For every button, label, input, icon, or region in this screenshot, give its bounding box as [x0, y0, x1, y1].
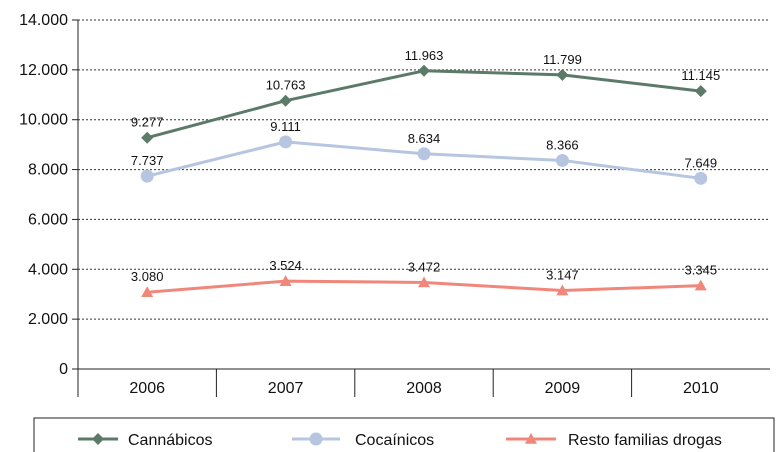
data-point: [555, 153, 569, 167]
data-point: [279, 275, 292, 286]
data-label: 8.634: [408, 131, 441, 146]
data-label: 3.524: [269, 258, 302, 273]
y-tick-label: 10.000: [19, 112, 68, 129]
data-label: 3.080: [131, 269, 164, 284]
legend-label: Cannábicos: [128, 432, 213, 449]
legend-swatch-marker: [525, 433, 537, 444]
y-tick-label: 12.000: [19, 62, 68, 79]
data-point: [417, 147, 431, 161]
data-label: 7.737: [131, 153, 164, 168]
x-tick-label: 2009: [545, 380, 581, 397]
x-tick-label: 2010: [683, 380, 719, 397]
data-label: 3.472: [408, 259, 441, 274]
y-tick-label: 6.000: [28, 211, 68, 228]
x-tick-label: 2007: [268, 380, 304, 397]
data-label: 3.345: [685, 263, 718, 278]
data-label: 11.963: [405, 48, 444, 63]
series-line: [146, 69, 701, 140]
data-point: [694, 279, 707, 291]
data-point: [141, 286, 154, 298]
data-label: 11.799: [543, 52, 582, 67]
y-tick-label: 8.000: [28, 162, 68, 179]
x-tick-label: 2008: [406, 380, 442, 397]
data-point: [694, 171, 708, 185]
y-tick-label: 14.000: [19, 12, 68, 29]
data-label: 3.147: [546, 268, 579, 283]
y-axis-ticks: 0 2.000 4.000 6.000 8.000 10.000 12.000 14.000: [19, 12, 78, 378]
x-axis-ticks: 2006 2007 2008 2009 2010: [129, 369, 719, 397]
data-point: [279, 94, 292, 107]
legend-label: Resto familias drogas: [568, 432, 722, 449]
data-labels: 9.277 10.763 11.963 11.799 11.145 7.737 9.111 8…: [131, 48, 720, 284]
legend-box: [33, 417, 775, 452]
series-markers: [140, 64, 708, 298]
data-point: [556, 68, 569, 81]
data-point: [556, 284, 569, 296]
y-tick-label: 2.000: [28, 311, 68, 328]
data-point: [418, 276, 430, 288]
data-point: [141, 131, 154, 144]
legend: Cannábicos Cocaínicos Resto familias droga…: [33, 417, 775, 452]
data-point: [279, 135, 293, 149]
data-label: 7.649: [685, 155, 718, 170]
legend-swatch-marker: [92, 433, 104, 445]
legend-label: Cocaínicos: [355, 432, 434, 449]
data-label: 8.366: [546, 137, 579, 152]
grid-lines: [78, 19, 770, 320]
legend-swatch-marker: [309, 432, 323, 446]
data-label: 9.111: [270, 119, 301, 134]
data-label: 11.145: [681, 68, 720, 83]
data-label: 9.277: [131, 115, 164, 130]
axes: [77, 20, 770, 397]
x-tick-label: 2006: [129, 380, 165, 397]
data-point: [694, 85, 707, 98]
y-tick-label: 4.000: [28, 261, 68, 278]
y-tick-label: 0: [59, 361, 68, 378]
data-label: 10.763: [266, 78, 306, 93]
data-point: [140, 169, 154, 183]
data-point: [418, 64, 430, 77]
